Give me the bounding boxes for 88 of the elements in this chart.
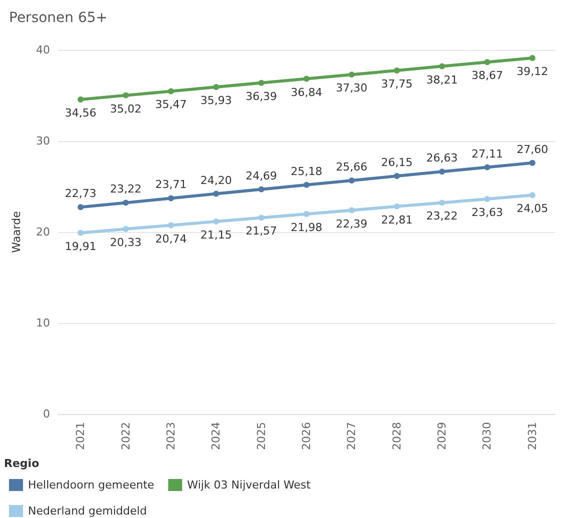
- data-label: 24,20: [200, 174, 232, 187]
- point: [439, 168, 446, 175]
- x-tick-label: 2022: [119, 422, 132, 450]
- point: [394, 203, 400, 210]
- point: [168, 88, 174, 94]
- point: [484, 164, 490, 170]
- point: [304, 76, 310, 82]
- data-label: 27,60: [516, 142, 548, 156]
- data-label: 23,71: [155, 178, 187, 192]
- point: [394, 67, 400, 74]
- data-label: 34,56: [64, 106, 96, 120]
- data-label: 39,12: [516, 65, 548, 78]
- y-tick-label: 20: [36, 226, 50, 238]
- x-tick-label: 2021: [74, 422, 88, 450]
- point: [348, 177, 355, 184]
- point: [348, 72, 355, 78]
- point: [78, 204, 84, 210]
- point: [122, 92, 129, 98]
- point: [304, 210, 310, 217]
- x-tick-label: 2024: [210, 422, 223, 450]
- data-label: 22,81: [381, 213, 413, 226]
- point: [122, 200, 129, 206]
- point: [168, 195, 174, 202]
- x-tick-label: 2029: [436, 422, 449, 450]
- data-label: 35,93: [200, 94, 232, 108]
- data-label: 36,84: [290, 86, 322, 99]
- point: [258, 80, 264, 86]
- data-label: 38,21: [426, 73, 458, 86]
- point: [122, 226, 129, 232]
- data-label: 26,15: [381, 156, 413, 170]
- point: [394, 173, 400, 180]
- data-label: 27,11: [471, 147, 503, 160]
- data-label: 23,22: [110, 182, 142, 196]
- x-tick-label: 2025: [254, 422, 268, 450]
- x-tick-label: 2028: [390, 422, 404, 450]
- point: [439, 200, 446, 206]
- data-label: 35,47: [155, 98, 187, 112]
- data-label: 37,75: [381, 77, 413, 90]
- point: [168, 222, 174, 228]
- point: [213, 190, 220, 197]
- point: [484, 196, 490, 202]
- legend-label: Nederland gemiddeld: [28, 504, 147, 518]
- data-label: 38,67: [471, 69, 503, 82]
- data-label: 24,69: [246, 169, 278, 182]
- x-tick-label: 2023: [164, 422, 178, 450]
- data-label: 19,91: [64, 240, 96, 253]
- point: [304, 182, 310, 188]
- data-label: 20,74: [155, 232, 187, 246]
- x-tick-label: 2031: [526, 422, 539, 450]
- data-label: 25,18: [290, 164, 322, 178]
- data-label: 21,98: [290, 220, 322, 234]
- legend-label: Wijk 03 Nijverdal West: [187, 478, 312, 492]
- point: [348, 207, 355, 214]
- data-label: 22,39: [336, 217, 368, 230]
- chart-title: Personen 65+: [9, 10, 108, 26]
- data-label: 21,15: [200, 228, 232, 242]
- x-tick-label: 2027: [345, 422, 358, 450]
- point: [529, 192, 536, 198]
- y-tick-label: 40: [36, 44, 50, 56]
- y-tick-label: 0: [43, 408, 50, 420]
- data-label: 22,73: [64, 187, 96, 200]
- data-label: 20,33: [110, 236, 142, 249]
- y-tick-label: 30: [36, 134, 50, 148]
- y-axis-title: Waarde: [10, 210, 23, 253]
- point: [529, 55, 536, 62]
- data-label: 36,39: [246, 90, 278, 103]
- legend-title: Regio: [4, 457, 40, 470]
- legend-label: Hellendoorn gemeente: [28, 478, 154, 492]
- y-tick-label: 10: [36, 316, 50, 330]
- point: [258, 186, 264, 192]
- point: [78, 230, 84, 236]
- data-label: 21,57: [246, 224, 278, 238]
- data-label: 37,30: [336, 82, 368, 95]
- data-label: 23,22: [426, 210, 458, 223]
- x-tick-label: 2030: [480, 422, 494, 450]
- point: [213, 84, 220, 90]
- point: [258, 214, 264, 221]
- data-label: 25,66: [336, 160, 368, 174]
- point: [439, 63, 446, 70]
- x-tick-label: 2026: [300, 422, 313, 450]
- point: [484, 59, 490, 66]
- point: [213, 218, 220, 225]
- data-label: 35,02: [110, 102, 142, 116]
- data-label: 23,63: [471, 206, 503, 219]
- data-label: 24,05: [516, 202, 548, 216]
- point: [529, 160, 536, 166]
- data-label: 26,63: [426, 152, 458, 165]
- point: [78, 96, 84, 102]
